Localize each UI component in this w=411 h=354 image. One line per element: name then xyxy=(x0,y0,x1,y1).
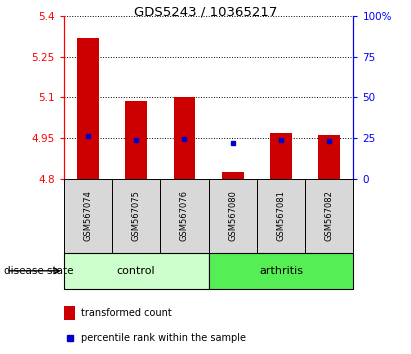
Text: arthritis: arthritis xyxy=(259,266,303,276)
Text: disease state: disease state xyxy=(4,266,74,276)
Bar xyxy=(64,253,208,289)
Text: percentile rank within the sample: percentile rank within the sample xyxy=(81,333,246,343)
Text: control: control xyxy=(117,266,155,276)
Bar xyxy=(257,179,305,253)
Bar xyxy=(222,172,244,179)
Text: transformed count: transformed count xyxy=(81,308,172,318)
Text: GSM567082: GSM567082 xyxy=(325,190,334,241)
Text: GSM567076: GSM567076 xyxy=(180,190,189,241)
Bar xyxy=(305,179,353,253)
Bar xyxy=(160,179,209,253)
Text: GSM567075: GSM567075 xyxy=(132,190,141,241)
Text: GSM567074: GSM567074 xyxy=(83,190,92,241)
Bar xyxy=(112,179,160,253)
Bar xyxy=(319,135,340,179)
Bar xyxy=(77,38,99,179)
Bar xyxy=(209,253,353,289)
Text: GSM567081: GSM567081 xyxy=(277,190,286,241)
Bar xyxy=(64,306,75,320)
Bar xyxy=(209,179,257,253)
Text: GDS5243 / 10365217: GDS5243 / 10365217 xyxy=(134,5,277,18)
Bar xyxy=(270,133,292,179)
Text: GSM567080: GSM567080 xyxy=(228,190,237,241)
Bar xyxy=(64,179,112,253)
Bar xyxy=(125,101,147,179)
Bar xyxy=(173,97,195,179)
